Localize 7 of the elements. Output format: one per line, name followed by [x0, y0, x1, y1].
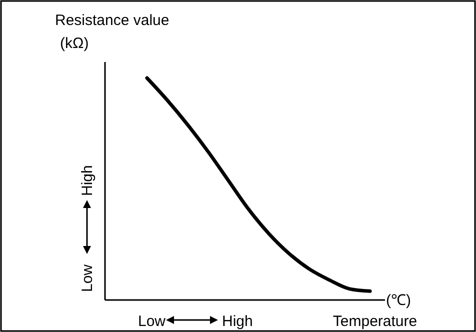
text: High [222, 313, 253, 330]
text: Low [138, 313, 166, 330]
text: Low [79, 264, 96, 292]
y-axis-title: Resistance value (kΩ) [55, 12, 170, 52]
x-axis-title: Temperature [332, 313, 418, 330]
text: High [79, 165, 96, 196]
text: (℃) [386, 292, 411, 309]
